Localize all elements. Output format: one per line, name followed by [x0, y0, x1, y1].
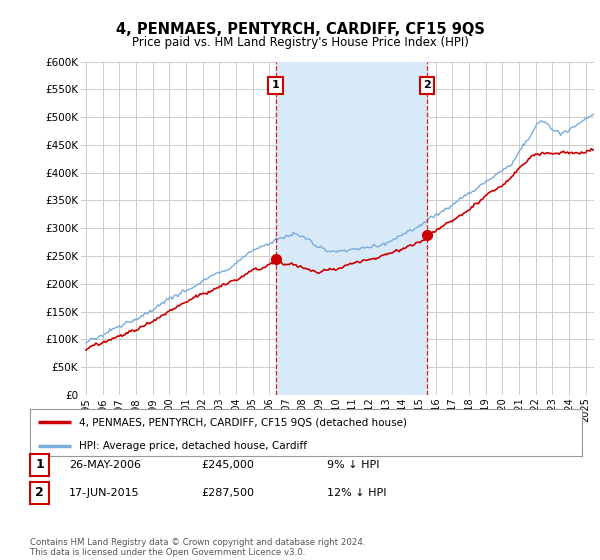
Text: 26-MAY-2006: 26-MAY-2006 — [69, 460, 141, 470]
Text: 2: 2 — [35, 486, 44, 500]
Text: £245,000: £245,000 — [201, 460, 254, 470]
Text: 2: 2 — [423, 81, 431, 91]
Text: 17-JUN-2015: 17-JUN-2015 — [69, 488, 140, 498]
Text: HPI: Average price, detached house, Cardiff: HPI: Average price, detached house, Card… — [79, 441, 307, 451]
Text: 4, PENMAES, PENTYRCH, CARDIFF, CF15 9QS (detached house): 4, PENMAES, PENTYRCH, CARDIFF, CF15 9QS … — [79, 417, 407, 427]
Text: 4, PENMAES, PENTYRCH, CARDIFF, CF15 9QS: 4, PENMAES, PENTYRCH, CARDIFF, CF15 9QS — [116, 22, 484, 38]
Text: 9% ↓ HPI: 9% ↓ HPI — [327, 460, 380, 470]
Text: 1: 1 — [272, 81, 280, 91]
Text: Contains HM Land Registry data © Crown copyright and database right 2024.
This d: Contains HM Land Registry data © Crown c… — [30, 538, 365, 557]
Bar — [276, 62, 427, 395]
Text: £287,500: £287,500 — [201, 488, 254, 498]
Text: 1: 1 — [35, 458, 44, 472]
Text: 12% ↓ HPI: 12% ↓ HPI — [327, 488, 386, 498]
Text: Price paid vs. HM Land Registry's House Price Index (HPI): Price paid vs. HM Land Registry's House … — [131, 36, 469, 49]
